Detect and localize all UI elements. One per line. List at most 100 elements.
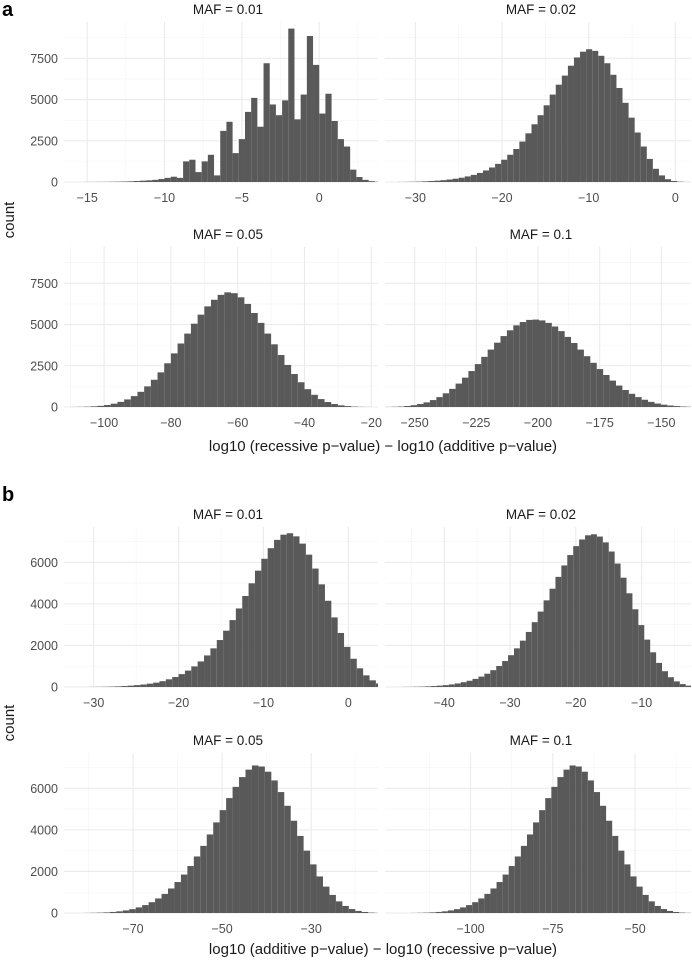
histogram-bar: [422, 181, 429, 182]
histogram-bar: [468, 371, 475, 407]
histogram-bar: [658, 175, 665, 182]
histogram-bar: [350, 169, 357, 182]
histogram-bar: [251, 97, 258, 182]
histogram-bar: [178, 674, 185, 687]
histogram-bar: [284, 364, 292, 407]
histogram-bar: [632, 609, 639, 687]
histogram-bar: [425, 686, 432, 687]
facet-a-maf-002: MAF = 0.02 −30 −20 −10 0: [385, 2, 691, 205]
histogram-bars: [84, 28, 378, 182]
x-tick-label: −175: [586, 416, 614, 430]
histogram-bar: [280, 534, 287, 687]
y-tick-label: 6000: [30, 556, 58, 570]
histogram-bar: [466, 680, 473, 687]
histogram-bar: [654, 403, 661, 407]
histogram-bar: [206, 834, 214, 913]
facet-b-maf-002: MAF = 0.02 −40 −30 −20 −10: [385, 507, 691, 710]
histogram-bar: [667, 677, 674, 687]
histogram-bar: [496, 666, 503, 687]
histogram-bar: [650, 652, 657, 687]
histogram-bar: [152, 179, 159, 182]
histogram-bar: [310, 864, 317, 913]
histogram-bar: [248, 583, 255, 687]
histogram-bar: [549, 588, 556, 687]
histogram-bar: [124, 399, 131, 407]
histogram-bar: [434, 180, 441, 182]
histogram-bar: [294, 119, 301, 182]
histogram-bar: [238, 139, 245, 182]
facet-b-maf-01: MAF = 0.1 −100 −75 −50: [385, 733, 691, 936]
histogram-bar: [525, 133, 532, 182]
histogram-bar: [435, 911, 442, 913]
histogram-bar: [642, 894, 649, 913]
histogram-bar: [264, 333, 272, 407]
histogram-bar: [303, 850, 311, 913]
histogram-bar: [596, 536, 603, 687]
histogram-bar: [454, 683, 461, 687]
histogram-bar: [531, 124, 538, 182]
histogram-bar: [189, 159, 196, 182]
y-tick-label: 0: [51, 401, 58, 415]
histogram-bar: [242, 595, 249, 687]
histogram-bar: [251, 765, 259, 913]
histogram-bar: [600, 805, 607, 913]
histogram-bar: [685, 685, 691, 687]
histogram-bar: [551, 326, 559, 407]
y-tick-label: 5000: [30, 93, 58, 107]
histogram-bar: [567, 555, 574, 687]
histogram-bar: [514, 856, 521, 913]
histogram-bar: [618, 850, 625, 913]
histogram-bar: [458, 177, 465, 182]
histogram-bar: [442, 685, 449, 687]
histogram-bar: [484, 893, 491, 913]
y-tick-label: 6000: [30, 782, 58, 796]
histogram-bar: [506, 330, 514, 407]
x-tick-label: −10: [253, 696, 274, 710]
histogram-bar: [673, 681, 680, 687]
histogram-bar: [343, 146, 351, 182]
histogram-bar: [210, 299, 218, 407]
histogram-bar: [508, 866, 515, 913]
histogram-bar: [660, 909, 667, 913]
histogram-bar: [502, 874, 509, 913]
histogram-bar: [472, 902, 479, 913]
histogram-bar: [636, 886, 643, 913]
histogram-bar: [271, 780, 278, 913]
histogram-bar: [508, 655, 514, 687]
histogram-bar: [478, 898, 485, 913]
histogram-bar: [293, 536, 300, 687]
histogram-bar: [513, 149, 520, 182]
histogram-bar: [286, 533, 294, 687]
histogram-bar: [317, 399, 325, 407]
histogram-bar: [620, 577, 627, 687]
histogram-bar: [344, 646, 351, 687]
histogram-bar: [322, 886, 330, 913]
histogram-bar: [481, 356, 488, 407]
y-tick-label: 2500: [30, 359, 58, 373]
histogram-bar: [482, 170, 490, 182]
x-tick-label: −50: [212, 922, 233, 936]
histogram-bar: [161, 893, 168, 913]
histogram-bar: [484, 673, 491, 687]
histogram-bar: [239, 777, 246, 913]
histogram-bar: [441, 911, 448, 913]
histogram-bar: [474, 364, 482, 407]
histogram-bar: [223, 630, 230, 687]
histogram-bar: [602, 542, 609, 687]
histogram-bar: [313, 64, 320, 182]
histogram-bar: [117, 401, 125, 407]
histogram-bar: [644, 639, 651, 687]
histogram-bar: [137, 391, 145, 407]
histogram-bar: [460, 907, 467, 913]
histogram-bar: [261, 558, 268, 687]
histogram-bar: [342, 905, 349, 913]
histogram-bar: [335, 901, 343, 913]
histogram-bar: [140, 684, 147, 687]
histogram-bar: [337, 405, 345, 407]
histogram-bar: [543, 105, 550, 182]
histogram-bar: [404, 406, 411, 407]
histogram-bar: [168, 888, 175, 913]
facet-title: MAF = 0.1: [510, 733, 573, 748]
histogram-bar: [585, 535, 591, 687]
y-tick-label: 4000: [30, 597, 58, 611]
